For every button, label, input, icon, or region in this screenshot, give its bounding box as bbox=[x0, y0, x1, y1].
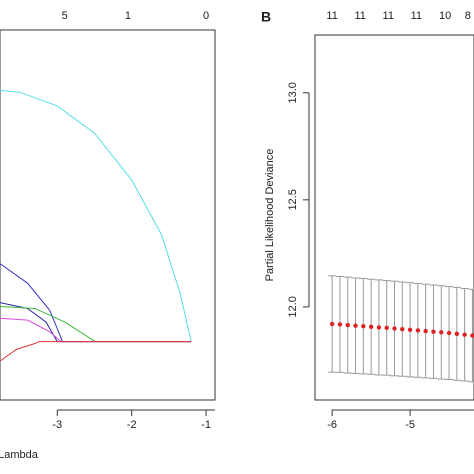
point bbox=[345, 322, 350, 328]
coef-path bbox=[0, 89, 192, 342]
point bbox=[337, 322, 343, 327]
point bbox=[361, 323, 366, 329]
y-axis-label: Partial Likelihood Deviance bbox=[264, 149, 276, 282]
point bbox=[368, 324, 374, 329]
x-tick-label: -2 bbox=[127, 419, 137, 431]
point bbox=[384, 325, 389, 331]
y-tick-label: 12.5 bbox=[287, 189, 299, 210]
top-tick-label: 5 bbox=[62, 10, 68, 22]
top-tick-label: 10 bbox=[439, 10, 451, 22]
point bbox=[423, 328, 428, 334]
x-tick-label: -6 bbox=[327, 419, 337, 431]
x-tick-label: -5 bbox=[405, 419, 415, 431]
coef-path bbox=[0, 306, 192, 343]
point bbox=[454, 331, 460, 337]
y-tick-label: 12.0 bbox=[287, 296, 299, 317]
point bbox=[446, 330, 452, 336]
point bbox=[462, 332, 467, 337]
point bbox=[407, 327, 413, 332]
plot-frame bbox=[314, 34, 474, 401]
x-tick-label: -3 bbox=[52, 419, 62, 431]
point bbox=[470, 333, 474, 338]
top-tick-label: 11 bbox=[411, 10, 422, 22]
point bbox=[353, 323, 358, 328]
y-tick-label: 13.0 bbox=[287, 82, 299, 103]
top-tick-label: 11 bbox=[354, 10, 365, 22]
coef-path bbox=[0, 341, 192, 362]
coef-path bbox=[0, 263, 192, 343]
point bbox=[415, 328, 421, 333]
top-tick-label: 11 bbox=[326, 10, 337, 22]
panel-label: B bbox=[261, 9, 271, 25]
point bbox=[392, 326, 397, 331]
x-axis-label: Lambda bbox=[0, 449, 39, 461]
top-tick-label: 11 bbox=[383, 10, 394, 22]
point bbox=[431, 329, 436, 334]
coef-path bbox=[0, 317, 192, 343]
top-tick-label: 0 bbox=[203, 10, 209, 22]
top-tick-label: 8 bbox=[465, 10, 471, 22]
point bbox=[329, 321, 335, 327]
point bbox=[400, 326, 405, 332]
x-tick-label: -1 bbox=[201, 419, 211, 431]
top-tick-label: 1 bbox=[125, 10, 131, 22]
point bbox=[439, 330, 444, 335]
plot-frame bbox=[0, 29, 216, 401]
point bbox=[376, 325, 382, 330]
